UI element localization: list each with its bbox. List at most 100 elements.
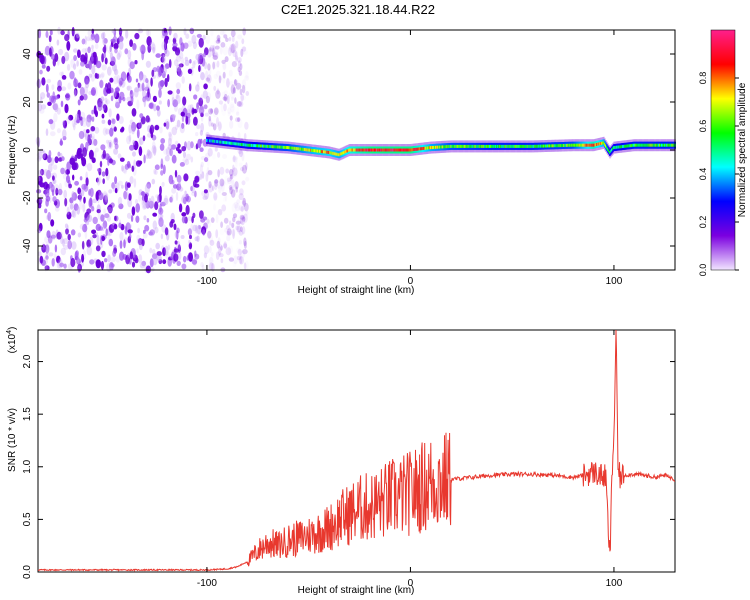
ridge-core: [538, 144, 541, 148]
noise-speckle: [142, 96, 146, 103]
noise-speckle: [182, 96, 187, 106]
ridge-core: [270, 145, 272, 149]
noise-speckle: [136, 99, 140, 110]
noise-speckle: [109, 127, 114, 137]
noise-speckle: [145, 115, 150, 123]
noise-speckle: [118, 203, 124, 210]
noise-speckle: [235, 220, 241, 225]
spectrogram-ylabel: Frequency (Hz): [7, 116, 18, 185]
ridge-core: [640, 143, 643, 147]
noise-speckle: [232, 156, 238, 161]
noise-speckle: [82, 224, 88, 233]
noise-speckle: [133, 140, 139, 151]
noise-speckle: [65, 169, 70, 175]
noise-speckle: [92, 216, 98, 225]
noise-speckle: [220, 42, 226, 48]
noise-speckle: [160, 201, 166, 207]
noise-speckle: [107, 254, 111, 263]
noise-speckle: [231, 179, 235, 190]
ridge-core: [359, 148, 362, 152]
ridge-core: [637, 143, 640, 147]
noise-speckle: [205, 77, 211, 82]
ridge-core: [233, 142, 236, 146]
noise-speckle: [151, 43, 156, 52]
ridge-core: [623, 144, 626, 148]
noise-speckle: [92, 51, 97, 58]
ridge-core: [369, 148, 372, 152]
noise-speckle: [232, 261, 237, 268]
ridge-core: [374, 148, 376, 152]
ridge-core: [504, 144, 507, 148]
ridge-core: [318, 149, 320, 153]
ridge-core: [604, 142, 606, 146]
noise-speckle: [102, 36, 106, 46]
noise-speckle: [157, 71, 162, 78]
noise-speckle: [240, 46, 246, 55]
noise-speckle: [208, 108, 214, 115]
ridge-core: [485, 144, 488, 148]
ridge-core: [522, 144, 525, 148]
noise-speckle: [228, 92, 231, 99]
noise-speckle: [66, 40, 71, 51]
noise-speckle: [175, 124, 179, 131]
svg-text:(x104): (x104): [6, 327, 18, 354]
ridge-core: [280, 145, 283, 149]
noise-speckle: [175, 82, 182, 90]
ridge-core: [411, 148, 414, 152]
noise-speckle: [176, 227, 180, 234]
noise-speckle: [159, 126, 163, 134]
noise-speckle: [88, 73, 93, 78]
ridge-core: [335, 152, 338, 156]
noise-speckle: [153, 103, 157, 112]
noise-speckle: [195, 84, 200, 92]
ridge-core: [474, 144, 477, 148]
noise-speckle: [127, 198, 133, 208]
noise-speckle: [164, 77, 168, 88]
noise-speckle: [145, 78, 149, 84]
noise-speckle: [218, 100, 223, 105]
noise-speckle: [115, 100, 119, 106]
ridge-core: [510, 144, 513, 148]
noise-speckle: [213, 108, 219, 114]
ridge-core: [654, 143, 657, 147]
noise-speckle: [172, 42, 178, 48]
noise-speckle: [111, 182, 115, 189]
noise-speckle: [152, 141, 156, 150]
ridge-core: [407, 148, 410, 152]
ridge-core: [476, 144, 479, 148]
noise-speckle: [148, 102, 154, 109]
ridge-core: [347, 149, 350, 152]
noise-speckle: [40, 168, 45, 176]
noise-speckle: [44, 236, 49, 243]
noise-speckle: [82, 202, 86, 213]
noise-speckle: [114, 68, 119, 76]
noise-speckle: [220, 183, 224, 188]
noise-speckle: [236, 101, 242, 107]
ridge-core: [592, 143, 595, 147]
noise-speckle: [236, 106, 240, 115]
noise-speckle: [44, 208, 48, 214]
noise-speckle: [231, 203, 237, 213]
noise-speckle: [53, 184, 60, 194]
noise-speckle: [168, 26, 172, 36]
noise-speckle: [126, 191, 129, 201]
noise-speckle: [175, 55, 182, 62]
noise-speckle: [152, 212, 158, 217]
noise-speckle: [170, 219, 175, 224]
noise-speckle: [127, 75, 132, 83]
ridge-core: [495, 144, 497, 148]
noise-speckle: [232, 213, 238, 219]
noise-speckle: [184, 159, 190, 166]
noise-speckle: [229, 174, 233, 182]
noise-speckle: [217, 151, 221, 158]
noise-speckle: [56, 231, 62, 240]
noise-speckle: [68, 114, 74, 121]
noise-speckle: [38, 169, 43, 176]
ridge-core: [444, 145, 446, 149]
noise-speckle: [104, 258, 108, 263]
noise-speckle: [217, 37, 221, 43]
ridge-core: [367, 148, 370, 152]
ridge-core: [480, 144, 483, 148]
noise-speckle: [128, 193, 132, 201]
